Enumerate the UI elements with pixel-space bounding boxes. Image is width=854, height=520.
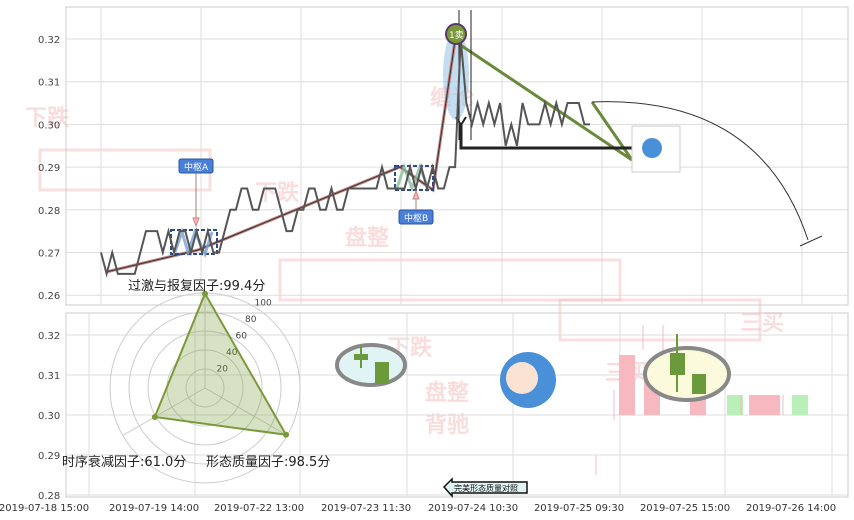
factor-label-excess: 过激与报复因子:99.4分 <box>128 279 265 294</box>
radar-ring-label: 20 <box>217 365 229 375</box>
x-tick-label: 2019-07-22 13:00 <box>214 503 304 514</box>
radar-ring-label: 60 <box>236 332 248 342</box>
x-tick-label: 2019-07-23 11:30 <box>321 503 411 514</box>
candle-body <box>727 395 743 415</box>
bottom-candles <box>335 325 808 475</box>
x-tick-label: 2019-07-18 15:00 <box>0 503 89 514</box>
sell-point-label: 1卖 <box>449 30 464 41</box>
price-series-line <box>100 38 590 278</box>
y-tick-label: 0.27 <box>38 249 60 260</box>
watermark-text: 三买 <box>740 311 784 336</box>
y-tick-label: 0.28 <box>38 206 60 217</box>
sample-candle <box>692 374 706 394</box>
y-tick-label: 0.30 <box>38 120 60 131</box>
watermark-text: 下跌 <box>25 106 70 131</box>
candle-body <box>764 395 780 415</box>
factor-label-quality: 形态质量因子:98.5分 <box>206 455 330 470</box>
y-tick-label: 0.28 <box>38 491 60 502</box>
mascot-icon <box>642 138 662 158</box>
price-line <box>100 38 590 278</box>
radar-ring-label: 80 <box>245 315 257 325</box>
watermark-text: 背驰 <box>425 413 469 438</box>
radar-point <box>202 290 208 297</box>
x-tick-label: 2019-07-24 10:30 <box>428 503 518 514</box>
radar-ring-label: 100 <box>255 299 272 309</box>
top-overlays <box>105 10 823 274</box>
candle-body <box>749 395 765 415</box>
factor-label-decay: 时序衰减因子:61.0分 <box>62 454 186 470</box>
y-tick-label: 0.29 <box>38 163 60 174</box>
x-tick-label: 2019-07-26 14:00 <box>746 503 836 514</box>
y-tick-label: 0.26 <box>38 291 60 302</box>
candle-body <box>792 395 808 415</box>
sample-candle <box>375 362 389 384</box>
x-tick-label: 2019-07-25 15:00 <box>640 503 730 514</box>
return-arrow <box>459 125 632 150</box>
pivot-b-label: 中枢B <box>404 212 428 224</box>
pivot-a-tag: 中枢A <box>178 158 214 228</box>
sample-candle <box>670 353 685 375</box>
pivot-a-zigzag <box>173 227 214 259</box>
x-tick-label: 2019-07-25 09:30 <box>534 503 624 514</box>
sample-candle-ring-right <box>643 346 731 402</box>
y-tick-label: 0.31 <box>38 78 60 89</box>
y-tick-label: 0.30 <box>38 411 60 422</box>
y-tick-label: 0.32 <box>38 35 60 46</box>
pivot-a-label: 中枢A <box>184 161 209 173</box>
pivot-b-box <box>394 165 434 191</box>
compare-button-label: 完美形态质量对照 <box>454 483 518 493</box>
radar-axis <box>204 387 288 436</box>
top-plot-frame <box>65 6 849 306</box>
radar-point <box>151 413 158 420</box>
projection-arc <box>591 101 809 241</box>
x-tick-label: 2019-07-19 14:00 <box>109 503 199 514</box>
sample-candle-ring-left <box>335 343 407 387</box>
bottom-plot-frame <box>65 312 849 498</box>
y-tick-label: 0.32 <box>38 331 60 342</box>
watermark-arrow-box <box>278 258 622 302</box>
candle-body <box>619 355 635 415</box>
sell-point-marker[interactable]: 1卖 <box>445 23 467 45</box>
radar-axis <box>122 387 206 436</box>
y-tick-label: 0.31 <box>38 371 60 382</box>
radar-ring-label: 40 <box>226 348 238 358</box>
trend-segment-core <box>105 33 457 273</box>
radar-area <box>153 291 288 437</box>
radar-chart: 20 40 60 80 100 <box>109 290 301 484</box>
projection-arc-end <box>799 235 823 247</box>
compare-button[interactable]: 完美形态质量对照 <box>442 477 528 498</box>
pivot-b-tag: 中枢B <box>398 189 434 225</box>
watermark-text: 盘整 <box>425 380 469 406</box>
y-tick-label: 0.29 <box>38 451 60 462</box>
watermark-arrow-box <box>558 298 762 342</box>
watermark-text: 盘整 <box>345 225 389 251</box>
mascot-face <box>506 362 538 394</box>
radar-point <box>283 431 290 438</box>
